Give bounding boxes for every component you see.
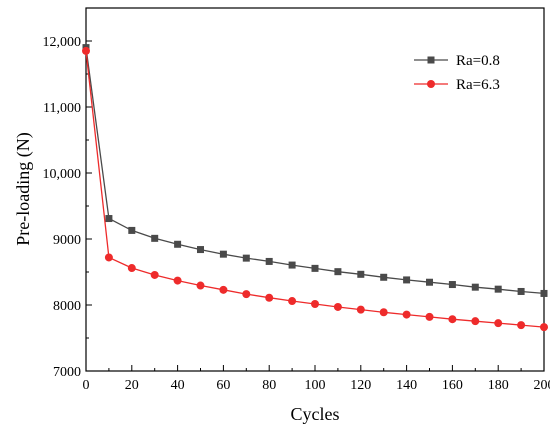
data-point-series-2 — [196, 281, 205, 290]
data-point-series-2 — [540, 323, 548, 332]
x-tick-label: 160 — [442, 378, 463, 393]
data-point-series-1 — [380, 273, 388, 281]
legend-label: Ra=6.3 — [456, 77, 500, 93]
data-point-series-2 — [425, 312, 434, 321]
x-tick-label: 180 — [488, 378, 509, 393]
data-point-series-1 — [174, 240, 182, 248]
data-point-series-1 — [494, 285, 502, 293]
data-point-series-2 — [471, 317, 480, 326]
x-tick-label: 20 — [125, 378, 139, 393]
data-point-series-1 — [357, 270, 365, 278]
data-point-series-1 — [540, 289, 548, 297]
data-point-series-2 — [402, 310, 411, 319]
data-point-series-1 — [128, 226, 136, 234]
data-point-series-1 — [197, 246, 204, 254]
data-point-series-2 — [242, 290, 251, 299]
y-tick-label: 10,000 — [43, 167, 82, 182]
data-point-series-1 — [448, 281, 456, 289]
data-point-series-2 — [356, 305, 365, 314]
data-point-series-1 — [426, 278, 433, 286]
x-tick-label: 100 — [305, 378, 326, 393]
x-tick-label: 200 — [534, 378, 550, 393]
data-point-series-2 — [494, 319, 503, 328]
x-tick-label: 60 — [216, 378, 230, 393]
x-axis: 0 20 40 60 80 100 120 140 160 180 200 — [83, 365, 550, 393]
x-tick-label: 140 — [396, 378, 417, 393]
data-point-series-1 — [471, 283, 479, 291]
data-point-series-2 — [82, 46, 90, 55]
data-point-series-2 — [150, 270, 159, 279]
data-point-series-1 — [334, 268, 342, 276]
y-axis-title: Pre-loading (N) — [13, 132, 34, 245]
legend-marker — [427, 80, 435, 88]
x-tick-label: 0 — [83, 378, 90, 393]
data-point-series-1 — [265, 257, 273, 265]
data-point-series-1 — [311, 264, 319, 272]
y-tick-label: 9000 — [53, 233, 81, 248]
data-point-series-1 — [517, 287, 525, 295]
data-point-series-2 — [333, 302, 342, 311]
data-point-series-1 — [403, 276, 411, 284]
legend: Ra=0.8 Ra=6.3 — [414, 53, 500, 93]
data-point-series-1 — [219, 250, 227, 258]
x-tick-label: 120 — [350, 378, 371, 393]
data-point-series-2 — [104, 253, 113, 262]
data-point-series-2 — [265, 293, 274, 302]
y-tick-label: 11,000 — [43, 101, 81, 116]
data-point-series-2 — [288, 297, 297, 306]
data-point-series-2 — [448, 315, 457, 324]
x-tick-label: 40 — [171, 378, 185, 393]
data-point-series-2 — [517, 321, 526, 330]
data-point-series-2 — [127, 264, 136, 273]
data-point-series-1 — [151, 234, 159, 242]
y-tick-label: 12,000 — [43, 35, 82, 50]
y-axis: 7000 8000 9000 10,000 11,000 12,000 — [43, 7, 92, 380]
y-tick-label: 8000 — [53, 299, 81, 314]
data-point-series-1 — [242, 254, 250, 262]
data-point-series-2 — [311, 300, 319, 309]
data-point-series-2 — [219, 285, 228, 294]
data-point-series-2 — [379, 308, 388, 317]
y-tick-label: 7000 — [53, 365, 81, 380]
x-axis-title: Cycles — [291, 404, 340, 424]
legend-label: Ra=0.8 — [456, 53, 500, 69]
data-point-series-1 — [288, 261, 296, 269]
data-point-series-2 — [173, 276, 182, 285]
x-tick-label: 80 — [262, 378, 276, 393]
series-layer — [82, 44, 548, 332]
data-point-series-1 — [105, 215, 113, 223]
legend-marker — [427, 56, 435, 64]
